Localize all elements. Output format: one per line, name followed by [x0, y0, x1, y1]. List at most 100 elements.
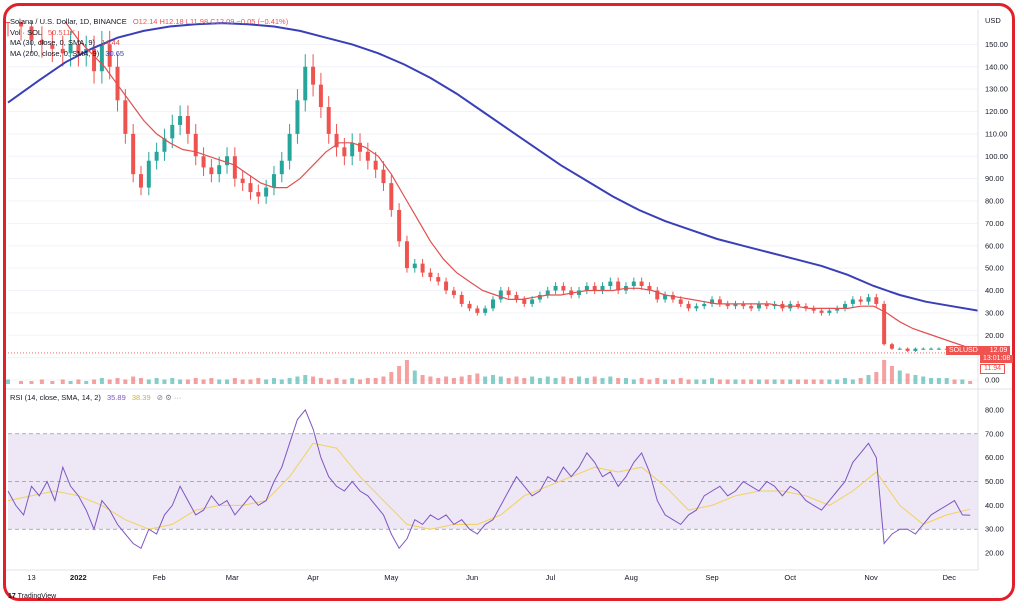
- price-tick-label: 120.00: [985, 107, 1008, 116]
- volume-bar: [702, 379, 707, 384]
- candle-body: [655, 290, 660, 300]
- candle-body: [889, 344, 894, 349]
- price-tick-label: 140.00: [985, 62, 1008, 71]
- candle-body: [170, 124, 175, 139]
- volume-bar: [874, 372, 879, 384]
- tradingview-logo-icon: 17: [8, 593, 16, 600]
- volume-bar: [358, 379, 363, 384]
- volume-bar: [616, 378, 621, 384]
- time-tick-label: Nov: [864, 573, 878, 582]
- volume-bar: [843, 378, 848, 384]
- volume-bar: [365, 378, 370, 384]
- volume-bar: [279, 379, 284, 384]
- candle-body: [717, 299, 722, 304]
- volume-bar: [749, 379, 754, 384]
- volume-bars: [6, 360, 973, 384]
- volume-bar: [287, 378, 292, 384]
- candle-body: [342, 147, 347, 157]
- volume-bar: [225, 379, 230, 384]
- rsi-legend: RSI (14, close, SMA, 14, 2) 35.89 38.39 …: [10, 393, 181, 402]
- moving-averages: [7, 21, 979, 354]
- rsi-tick-label: 40.00: [985, 501, 1004, 510]
- ma200-label[interactable]: MA (200, close, 0, SMA, 9): [10, 48, 100, 58]
- candle-body: [936, 348, 941, 350]
- price-tick-label: 70.00: [985, 219, 1004, 228]
- price-tick-label: 60.00: [985, 241, 1004, 250]
- candle-body: [295, 100, 300, 134]
- time-tick-label: Apr: [307, 573, 319, 582]
- volume-bar: [6, 379, 10, 384]
- countdown: 13:01:08: [983, 355, 1011, 362]
- time-tick-label: Sep: [705, 573, 718, 582]
- volume-label[interactable]: Vol · SOL: [10, 27, 42, 37]
- candle-body: [138, 174, 143, 188]
- volume-bar: [655, 378, 660, 384]
- candle-body: [522, 299, 527, 304]
- volume-bar: [146, 379, 151, 384]
- volume-bar: [256, 378, 261, 384]
- volume-bar: [209, 378, 214, 384]
- volume-bar: [232, 378, 237, 384]
- candle-body: [803, 306, 808, 309]
- volume-bar: [835, 379, 840, 384]
- volume-bar: [670, 379, 675, 384]
- eye-icon[interactable]: ⊘ ⚙ ···: [156, 393, 182, 402]
- volume-bar: [537, 378, 542, 384]
- volume-bar: [780, 379, 785, 384]
- rsi-pane: [7, 408, 978, 550]
- rsi-tick-label: 60.00: [985, 453, 1004, 462]
- volume-bar: [115, 378, 120, 384]
- volume-bar: [592, 376, 597, 384]
- countdown-tag: 13:01:08: [980, 355, 1014, 363]
- volume-bar: [577, 376, 582, 384]
- candle-body: [217, 165, 222, 175]
- rsi-label[interactable]: RSI (14, close, SMA, 14, 2): [10, 393, 101, 402]
- candle-body: [39, 39, 44, 45]
- candle-body: [764, 303, 769, 307]
- volume-bar: [342, 379, 347, 384]
- candle-body: [483, 308, 488, 313]
- candle-body: [811, 308, 816, 311]
- volume-bar: [444, 376, 449, 384]
- volume-bar: [295, 376, 300, 384]
- candle-body: [913, 348, 918, 351]
- time-tick-label: 2022: [70, 573, 87, 582]
- ma200-value: 30.65: [105, 48, 125, 58]
- time-tick-label: Jul: [546, 573, 556, 582]
- candle-body: [201, 156, 206, 168]
- volume-bar: [584, 378, 589, 384]
- candle-body: [584, 286, 589, 291]
- time-tick-label: Jun: [466, 573, 478, 582]
- volume-bar: [866, 375, 871, 384]
- candle-body: [162, 138, 167, 152]
- ma200-line: [7, 22, 979, 312]
- symbol-title[interactable]: Solana / U.S. Dollar, 1D, BINANCE: [10, 17, 127, 26]
- low-marker: 11.94: [984, 365, 1001, 372]
- candle-body: [154, 151, 159, 161]
- volume-bar: [788, 379, 793, 384]
- volume-bar: [99, 378, 104, 384]
- candle-body: [741, 303, 746, 307]
- price-grid: [8, 43, 978, 381]
- candle-body: [491, 299, 495, 309]
- ma30-label[interactable]: MA (30, close, 0, SMA, 9): [10, 38, 96, 47]
- candle-body: [545, 290, 550, 295]
- volume-value: 50.511K: [47, 27, 76, 37]
- volume-bar: [710, 378, 715, 384]
- time-tick-label: Feb: [153, 573, 166, 582]
- tradingview-branding[interactable]: 17 TradingView: [8, 593, 56, 600]
- candle-body: [451, 290, 456, 295]
- candle-body: [99, 44, 104, 72]
- volume-bar: [162, 379, 167, 384]
- candle-body: [694, 306, 699, 309]
- price-tick-label: 100.00: [985, 152, 1008, 161]
- candle-body: [271, 174, 276, 188]
- volume-bar: [107, 379, 112, 384]
- volume-bar: [827, 379, 832, 384]
- volume-bar: [389, 372, 394, 384]
- volume-bar: [154, 378, 159, 384]
- volume-bar: [811, 379, 816, 384]
- volume-bar: [694, 379, 699, 384]
- candle-body: [412, 263, 417, 269]
